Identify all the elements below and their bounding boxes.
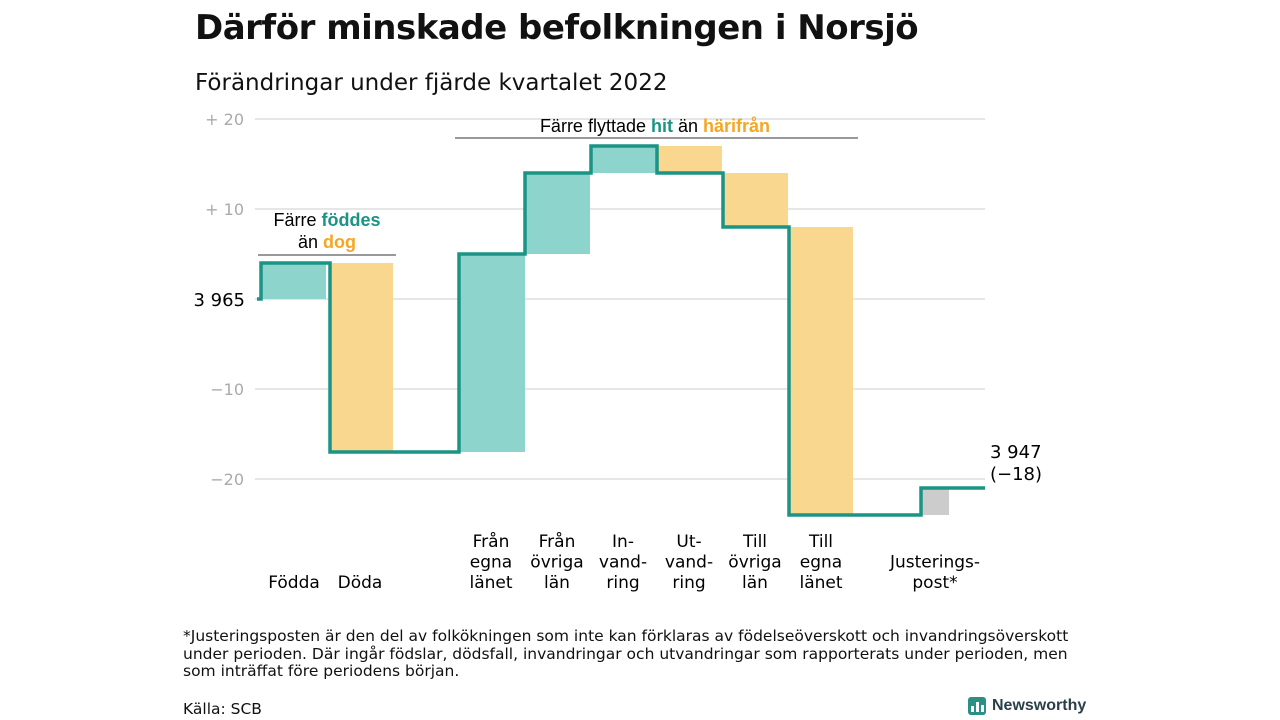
category-label: länet — [799, 573, 842, 593]
end-value-label: 3 947 — [990, 442, 1042, 463]
category-label: övriga — [728, 553, 781, 573]
category-label: län — [742, 573, 768, 593]
y-tick-label: −10 — [210, 380, 244, 399]
start-value-label: 3 965 — [193, 290, 245, 311]
category-label: Från — [539, 531, 576, 552]
category-label: vand- — [665, 553, 713, 573]
category-label: Födda — [268, 573, 320, 593]
running-total-line — [257, 144, 985, 517]
waterfall-bar — [657, 146, 722, 173]
waterfall-bar — [525, 173, 590, 254]
y-tick-label: −20 — [210, 470, 244, 489]
y-axis-ticks: + 20 + 10 −10 −20 — [205, 110, 244, 489]
category-label: In- — [612, 532, 634, 552]
footnote: *Justeringsposten är den del av folkökni… — [183, 627, 1069, 680]
y-tick-label: + 10 — [205, 200, 244, 219]
category-label: egna — [800, 553, 842, 573]
category-label: ring — [672, 573, 705, 593]
bars — [261, 146, 949, 515]
category-labels: Födda DödaFrånegnalänetFrånövrigalänIn-va… — [268, 531, 980, 593]
waterfall-bar — [723, 173, 788, 227]
births-annotation-line2: än dog — [298, 232, 356, 252]
end-change-label: (−18) — [990, 464, 1042, 485]
chart-title: Därför minskade befolkningen i Norsjö — [195, 8, 919, 48]
newsworthy-bars-icon — [968, 697, 986, 715]
migration-annotation: Färre flyttade hit än härifrån — [540, 116, 770, 136]
category-label: övriga — [530, 553, 583, 573]
newsworthy-logo: Newsworthy — [968, 697, 1086, 715]
category-label: län — [544, 573, 570, 593]
category-label: vand- — [599, 553, 647, 573]
category-label: Justerings- — [889, 553, 980, 573]
category-label: egna — [470, 553, 512, 573]
category-label: Döda — [338, 573, 383, 593]
y-tick-label: + 20 — [205, 110, 244, 129]
category-label: post* — [912, 573, 957, 593]
waterfall-bar — [789, 227, 853, 515]
waterfall-bar — [261, 263, 326, 299]
brand-name: Newsworthy — [992, 697, 1087, 714]
source-credit: Källa: SCB — [183, 700, 262, 718]
waterfall-bar — [330, 263, 393, 452]
chart-subtitle: Förändringar under fjärde kvartalet 2022 — [195, 70, 668, 96]
category-label: ring — [606, 573, 639, 593]
category-label: Ut- — [676, 532, 701, 552]
category-label: Till — [808, 532, 833, 552]
category-label: Till — [742, 532, 767, 552]
waterfall-bar — [459, 254, 525, 452]
births-annotation-line1: Färre föddes — [273, 210, 380, 230]
waterfall-bar — [921, 488, 949, 515]
category-label: länet — [469, 573, 512, 593]
waterfall-bar — [591, 146, 656, 173]
waterfall-chart: + 20+ 10−10−20 Födda DödaFrånegnalänetFrå… — [193, 110, 1042, 593]
category-label: Från — [473, 531, 510, 552]
